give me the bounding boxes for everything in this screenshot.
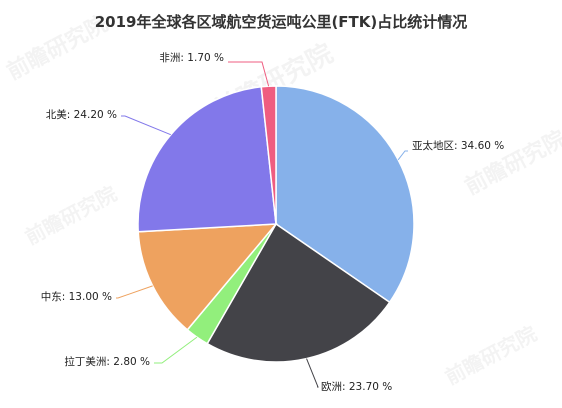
pie-slice-1 — [206, 222, 391, 363]
pie-slice-0 — [275, 85, 415, 304]
data-label-4: 北美: 24.20 % — [46, 108, 117, 121]
chart-title: 2019年全球各区域航空货运吨公里(FTK)占比统计情况 — [95, 13, 468, 31]
pie-slices — [137, 85, 415, 363]
label-connector-4 — [121, 115, 171, 136]
label-connector-2 — [154, 336, 198, 364]
label-connector-3 — [116, 285, 153, 299]
pie-slice-4 — [137, 85, 277, 233]
data-label-2: 拉丁美洲: 2.80 % — [64, 355, 150, 368]
data-label-3: 中东: 13.00 % — [41, 290, 112, 303]
label-connector-0 — [397, 150, 408, 161]
watermark-logo-5: 前瞻研究院 — [441, 321, 541, 389]
label-connector-5 — [228, 61, 270, 87]
watermark-logo-2: 前瞻研究院 — [461, 126, 562, 201]
data-label-5: 非洲: 1.70 % — [159, 52, 224, 64]
watermark-logo-3: 前瞻研究院 — [21, 181, 121, 249]
data-label-0: 亚太地区: 34.60 % — [412, 139, 504, 152]
label-connectors — [116, 61, 408, 388]
data-label-1: 欧洲: 23.70 % — [321, 381, 392, 393]
label-connector-1 — [306, 358, 319, 388]
data-labels: 亚太地区: 34.60 % 欧洲: 23.70 % 拉丁美洲: 2.80 % 中东: … — [41, 52, 505, 393]
